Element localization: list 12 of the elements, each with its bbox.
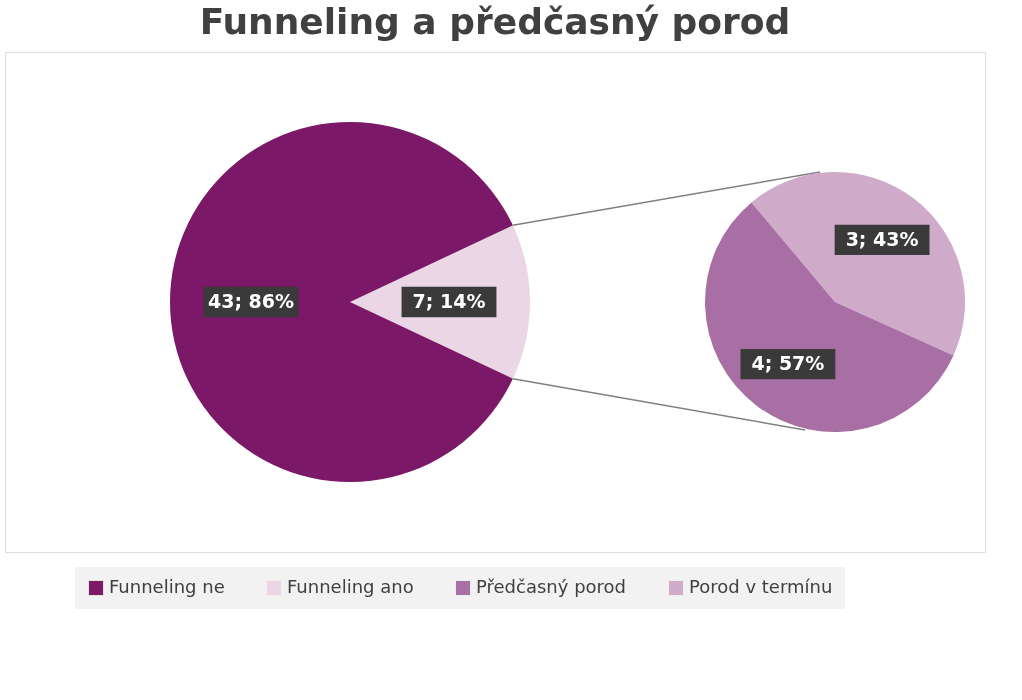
pie-slice	[751, 172, 965, 356]
pie-slice	[705, 202, 954, 432]
data-label: 3; 43%	[845, 227, 919, 250]
legend-label: Porod v termínu	[689, 576, 833, 597]
data-label: 43; 86%	[207, 290, 295, 312]
legend-label: Funneling ne	[109, 576, 225, 597]
chart-title: Funneling a předčasný porod	[199, 1, 791, 42]
legend-label: Funneling ano	[287, 576, 414, 597]
pie-slice	[170, 122, 513, 482]
data-label: 4; 57%	[751, 352, 825, 375]
data-label: 7; 14%	[412, 290, 486, 312]
legend-label: Předčasný porod	[476, 576, 627, 597]
